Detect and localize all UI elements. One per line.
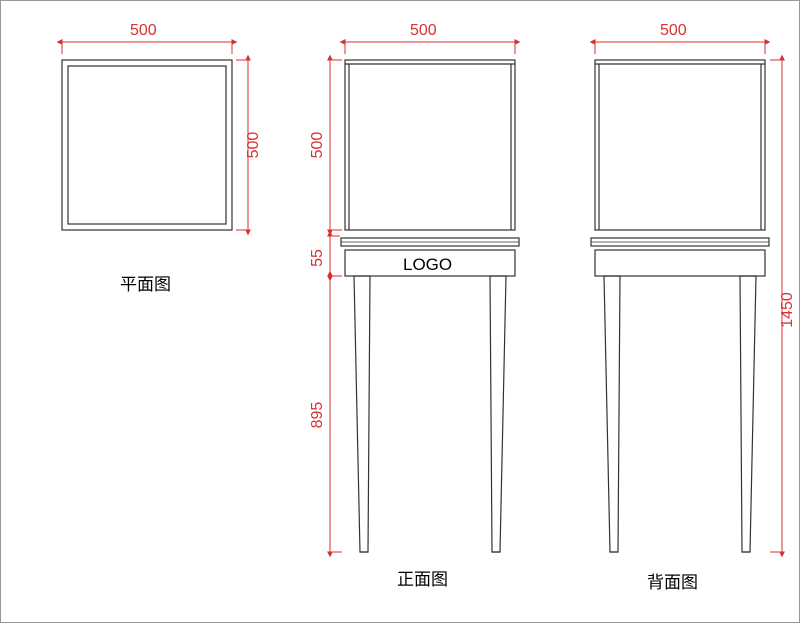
svg-text:500: 500 — [309, 132, 326, 159]
svg-text:500: 500 — [410, 22, 437, 39]
svg-text:895: 895 — [309, 402, 326, 429]
plan-caption: 平面图 — [120, 275, 171, 294]
plan-outer-rect — [62, 60, 232, 230]
frame-border — [1, 1, 800, 623]
svg-text:1450: 1450 — [779, 292, 796, 328]
svg-text:55: 55 — [309, 249, 326, 267]
engineering-drawing: 500 500 平面图 LOGO 500 500 55 895 正面图 500 1450 背面图 — [0, 0, 800, 623]
svg-text:500: 500 — [130, 22, 157, 39]
logo-label: LOGO — [403, 255, 452, 274]
svg-text:500: 500 — [245, 132, 262, 159]
svg-text:500: 500 — [660, 22, 687, 39]
front-caption: 正面图 — [397, 570, 448, 589]
back-caption: 背面图 — [647, 573, 698, 592]
